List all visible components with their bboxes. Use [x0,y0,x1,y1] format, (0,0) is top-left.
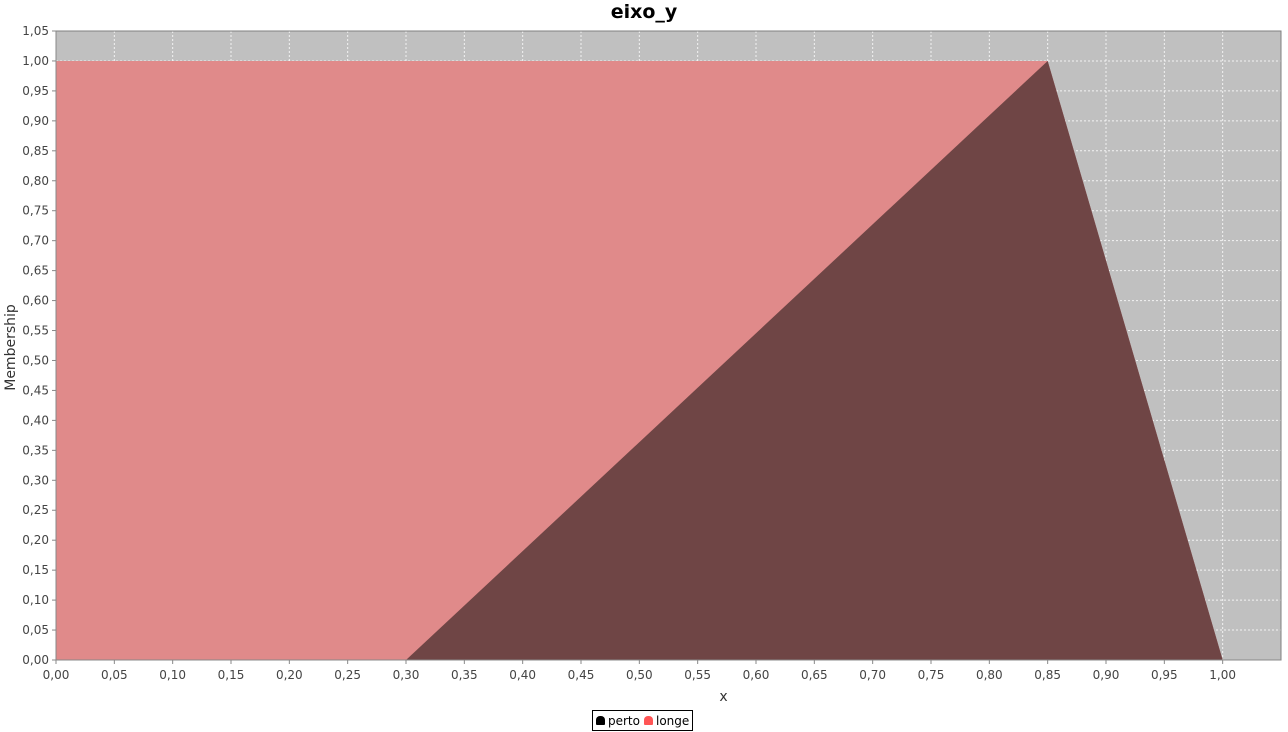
y-tick-label: 0,20 [22,533,49,547]
x-tick-label: 0,45 [568,668,595,682]
x-tick-label: 0,15 [218,668,245,682]
x-tick-label: 0,85 [1034,668,1061,682]
y-tick-label: 0,05 [22,623,49,637]
legend-swatch-perto [596,716,605,725]
x-tick-label: 0,60 [743,668,770,682]
area-overlap [406,60,1223,660]
y-tick-label: 0,35 [22,443,49,457]
legend-label-longe: longe [655,713,690,728]
legend: perto longe [592,710,694,731]
y-tick-label: 0,50 [22,353,49,367]
y-tick-label: 0,70 [22,234,49,248]
x-tick-label: 0,70 [859,668,886,682]
y-tick-label: 0,10 [22,593,49,607]
x-axis-label: x [719,689,727,705]
y-tick-label: 0,65 [22,264,49,278]
x-tick-label: 1,00 [1209,668,1236,682]
x-tick-label: 0,00 [43,668,70,682]
legend-item-perto: perto [596,714,640,728]
x-tick-label: 0,05 [101,668,128,682]
x-tick-label: 0,30 [393,668,420,682]
x-tick-label: 0,40 [509,668,536,682]
y-tick-label: 0,80 [22,174,49,188]
y-tick-label: 0,75 [22,204,49,218]
y-axis-label: Membership [3,304,19,391]
x-tick-label: 0,55 [684,668,711,682]
y-tick-label: 0,60 [22,294,49,308]
x-tick-label: 0,35 [451,668,478,682]
y-tick-label: 1,05 [22,24,49,38]
y-tick-label: 0,90 [22,114,49,128]
y-tick-label: 0,95 [22,84,49,98]
x-tick-label: 0,95 [1151,668,1178,682]
legend-label-perto: perto [608,713,640,728]
y-tick-label: 0,45 [22,383,49,397]
y-tick-label: 0,00 [22,653,49,667]
x-tick-label: 0,25 [334,668,361,682]
y-tick-label: 0,40 [22,413,49,427]
x-tick-label: 0,80 [976,668,1003,682]
y-tick-label: 0,30 [22,473,49,487]
x-tick-label: 0,90 [1093,668,1120,682]
y-tick-label: 0,85 [22,144,49,158]
y-tick-label: 1,00 [22,54,49,68]
legend-item-longe: longe [643,713,690,728]
x-tick-label: 0,10 [159,668,186,682]
x-tick-label: 0,75 [918,668,945,682]
chart-title: eixo_y [610,1,678,23]
y-tick-label: 0,55 [22,324,49,338]
x-tick-label: 0,65 [801,668,828,682]
x-tick-label: 0,50 [626,668,653,682]
y-tick-label: 0,15 [22,563,49,577]
legend-swatch-longe [643,716,653,725]
x-tick-label: 0,20 [276,668,303,682]
y-tick-label: 0,25 [22,503,49,517]
